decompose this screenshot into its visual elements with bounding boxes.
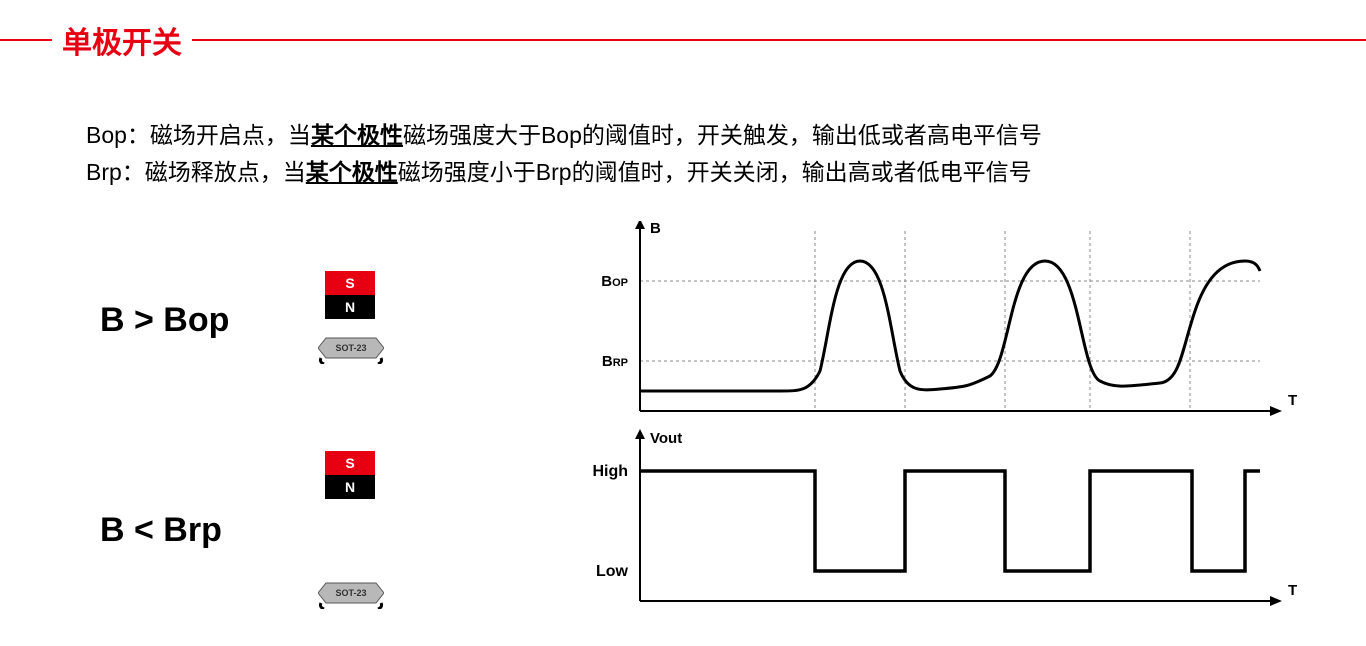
magnet-1-n: N (325, 295, 375, 319)
content-area: B > Bop S N SOT-23 B < Brp S N SOT-23 (0, 221, 1366, 641)
magnet-2: S N (325, 451, 375, 499)
chip-1-label: SOT-23 (335, 343, 366, 353)
magnet-2-n: N (325, 475, 375, 499)
charts-column: B T BOP BRP Vout T High Low (560, 221, 1300, 641)
title-rule-right (192, 39, 1366, 41)
chip-2-label: SOT-23 (335, 588, 366, 598)
magnet-1-s: S (325, 271, 375, 295)
desc-line2-strong: 某个极性 (306, 159, 398, 185)
condition-2-label: B < Brp (100, 511, 222, 550)
svg-text:BRP: BRP (602, 353, 628, 370)
desc-line1-pre: Bop：磁场开启点，当 (86, 122, 311, 148)
svg-text:B: B (650, 221, 661, 237)
magnet-2-s: S (325, 451, 375, 475)
svg-text:T: T (1288, 392, 1297, 409)
title-rule-left (0, 39, 52, 41)
condition-1-label: B > Bop (100, 301, 229, 340)
chip-2: SOT-23 (318, 581, 384, 609)
page-title: 单极开关 (62, 18, 182, 62)
desc-line1-strong: 某个极性 (311, 122, 403, 148)
svg-text:Low: Low (596, 563, 629, 580)
chip-1-icon: SOT-23 (318, 336, 384, 364)
desc-line-1: Bop：磁场开启点，当某个极性磁场强度大于Bop的阈值时，开关触发，输出低或者高… (86, 117, 1366, 154)
desc-line1-post: 磁场强度大于Bop的阈值时，开关触发，输出低或者高电平信号 (403, 122, 1042, 148)
chip-2-icon: SOT-23 (318, 581, 384, 609)
chip-1: SOT-23 (318, 336, 384, 364)
svg-text:BOP: BOP (601, 273, 628, 290)
charts-svg: B T BOP BRP Vout T High Low (560, 221, 1300, 641)
magnet-1: S N (325, 271, 375, 319)
title-bar: 单极开关 (0, 0, 1366, 62)
desc-line2-post: 磁场强度小于Brp的阈值时，开关关闭，输出高或者低电平信号 (398, 159, 1032, 185)
svg-text:Vout: Vout (650, 430, 682, 447)
svg-text:High: High (592, 463, 628, 480)
description-block: Bop：磁场开启点，当某个极性磁场强度大于Bop的阈值时，开关触发，输出低或者高… (86, 117, 1366, 191)
desc-line-2: Brp：磁场释放点，当某个极性磁场强度小于Brp的阈值时，开关关闭，输出高或者低… (86, 154, 1366, 191)
desc-line2-pre: Brp：磁场释放点，当 (86, 159, 306, 185)
svg-text:T: T (1288, 582, 1297, 599)
